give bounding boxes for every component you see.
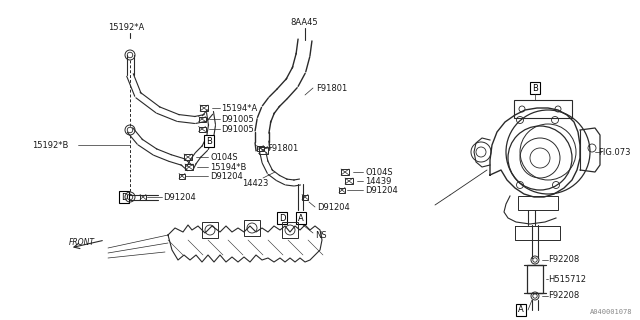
Text: 14423: 14423: [242, 179, 268, 188]
Text: NS: NS: [315, 230, 326, 239]
Text: B: B: [206, 137, 212, 146]
Text: 15192*A: 15192*A: [108, 22, 144, 31]
Text: D91005: D91005: [221, 124, 253, 133]
Text: FRONT: FRONT: [69, 237, 95, 246]
Text: 14439: 14439: [365, 177, 392, 186]
Text: 8AA45: 8AA45: [290, 18, 317, 27]
Text: O104S: O104S: [365, 167, 392, 177]
Text: D: D: [121, 193, 127, 202]
Bar: [518, 196, 558, 210]
Text: 15192*B: 15192*B: [32, 140, 68, 149]
Text: D91005: D91005: [221, 115, 253, 124]
Text: 15194*B: 15194*B: [210, 163, 246, 172]
Text: FIG.073: FIG.073: [598, 148, 630, 156]
Text: A: A: [298, 213, 304, 222]
Bar: [282, 222, 298, 238]
Text: F91801: F91801: [267, 143, 298, 153]
Text: F92208: F92208: [548, 255, 579, 265]
Text: D: D: [279, 213, 285, 222]
Text: D91204: D91204: [210, 172, 243, 180]
Text: D91204: D91204: [365, 186, 397, 195]
Text: A040001078: A040001078: [589, 309, 632, 315]
Bar: [202, 222, 218, 238]
Text: F92208: F92208: [548, 292, 579, 300]
Bar: [527, 265, 543, 293]
Text: B: B: [532, 84, 538, 92]
Text: D91204: D91204: [163, 193, 196, 202]
Text: A: A: [518, 306, 524, 315]
Text: H515712: H515712: [548, 275, 586, 284]
Text: O104S: O104S: [210, 153, 237, 162]
Bar: [514, 100, 572, 118]
Text: 15194*A: 15194*A: [221, 103, 257, 113]
Text: F91801: F91801: [316, 84, 348, 92]
Bar: [244, 220, 260, 236]
Text: D91204: D91204: [317, 203, 349, 212]
